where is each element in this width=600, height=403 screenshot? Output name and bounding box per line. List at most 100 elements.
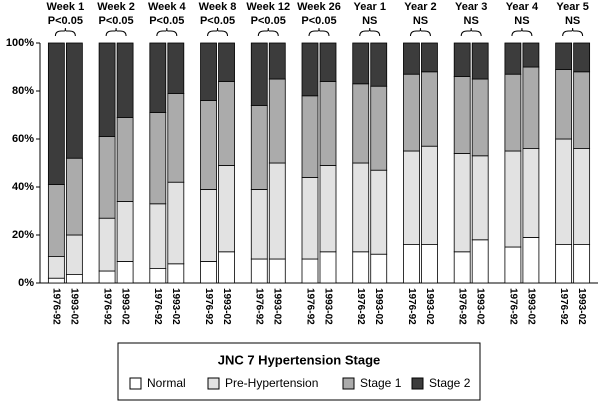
bar-segment [250,188,268,260]
bar-segment [301,95,319,178]
bar-segment [352,83,370,164]
bar-segment [471,42,489,80]
bar-label: 1976-92 [304,288,315,325]
brace [105,27,127,37]
bar-segment [47,277,65,284]
bar-segment [403,244,420,284]
bar-label: 1993-02 [221,288,232,325]
bar-segment [65,42,83,159]
bar-segment [116,42,134,118]
bar-segment [65,274,83,284]
bar-segment [573,71,591,150]
bar-segment [504,73,522,152]
bar-segment [421,145,438,245]
p-label: NS [362,15,377,27]
bar-segment [149,268,167,284]
bar-label: 1976-92 [457,288,468,325]
bar-segment [370,169,388,255]
bar-segment [218,42,235,82]
legend-title: JNC 7 Hypertension Stage [218,352,381,367]
p-label: NS [514,15,529,27]
bar-segment [218,164,235,253]
y-tick-label: 100% [6,37,34,49]
bar-segment [421,71,438,147]
legend-swatch [342,377,355,390]
bar-label: 1993-02 [322,288,333,325]
bar-segment [319,164,337,253]
group-label: Week 2 [97,1,135,13]
legend-label: Stage 2 [429,376,471,390]
bar-segment [250,105,268,190]
bar-label: 1993-02 [424,288,435,325]
brace [54,27,76,37]
bar-segment [250,42,268,106]
bar-label: 1976-92 [406,288,417,325]
bar-segment [200,42,217,101]
p-label: P<0.05 [149,15,184,27]
brace [562,27,584,37]
bar-segment [522,42,540,68]
bar-segment [268,258,286,284]
group-label: Week 12 [246,1,290,13]
bar-segment [319,42,337,82]
bar-segment [421,42,438,73]
p-label: NS [413,15,428,27]
legend-swatch [207,377,220,390]
bar-label: 1976-92 [152,288,163,325]
bar-segment [47,42,65,186]
bar-segment [421,244,438,284]
bar-segment [301,258,319,284]
p-label: P<0.05 [99,15,134,27]
p-label: P<0.05 [200,15,235,27]
legend-box [117,342,481,401]
bar-segment [555,69,573,140]
brace [257,27,279,37]
bar-segment [218,81,235,166]
bar-segment [370,85,388,171]
bar-segment [65,157,83,236]
bar-label: 1993-02 [119,288,130,325]
bar-segment [573,244,591,284]
bar-segment [116,117,134,202]
bar-label: 1993-02 [525,288,536,325]
bar-segment [268,162,286,260]
legend-label: Stage 1 [360,376,402,390]
bar-segment [218,251,235,284]
bar-label: 1976-92 [558,288,569,325]
bar-segment [200,100,217,190]
bar-segment [149,203,167,270]
y-tick-label: 20% [12,229,34,241]
bar-segment [301,176,319,260]
y-tick-label: 40% [12,181,34,193]
legend-label: Normal [147,376,186,390]
bar-label: 1993-02 [272,288,283,325]
bar-label: 1993-02 [69,288,80,325]
bar-segment [370,42,388,87]
bar-segment [471,78,489,157]
bar-segment [47,184,65,258]
bar-segment [319,251,337,284]
p-label: P<0.05 [48,15,83,27]
bar-segment [403,42,420,75]
bar-segment [522,236,540,284]
bar-segment [403,73,420,152]
bar-segment [98,270,116,284]
bar-segment [65,234,83,275]
bar-segment [573,42,591,73]
brace [511,27,533,37]
bar-label: 1976-92 [507,288,518,325]
brace [409,27,431,37]
bar-segment [370,253,388,284]
bar-segment [167,263,185,284]
bar-segment [98,217,116,272]
bar-segment [471,239,489,284]
bar-label: 1993-02 [475,288,486,325]
bar-segment [555,244,573,284]
group-label: Week 4 [148,1,187,13]
bar-segment [116,200,134,262]
group-label: Year 3 [455,1,487,13]
bar-segment [352,42,370,85]
bar-label: 1976-92 [203,288,214,325]
bar-segment [555,42,573,70]
bar-segment [453,251,471,284]
